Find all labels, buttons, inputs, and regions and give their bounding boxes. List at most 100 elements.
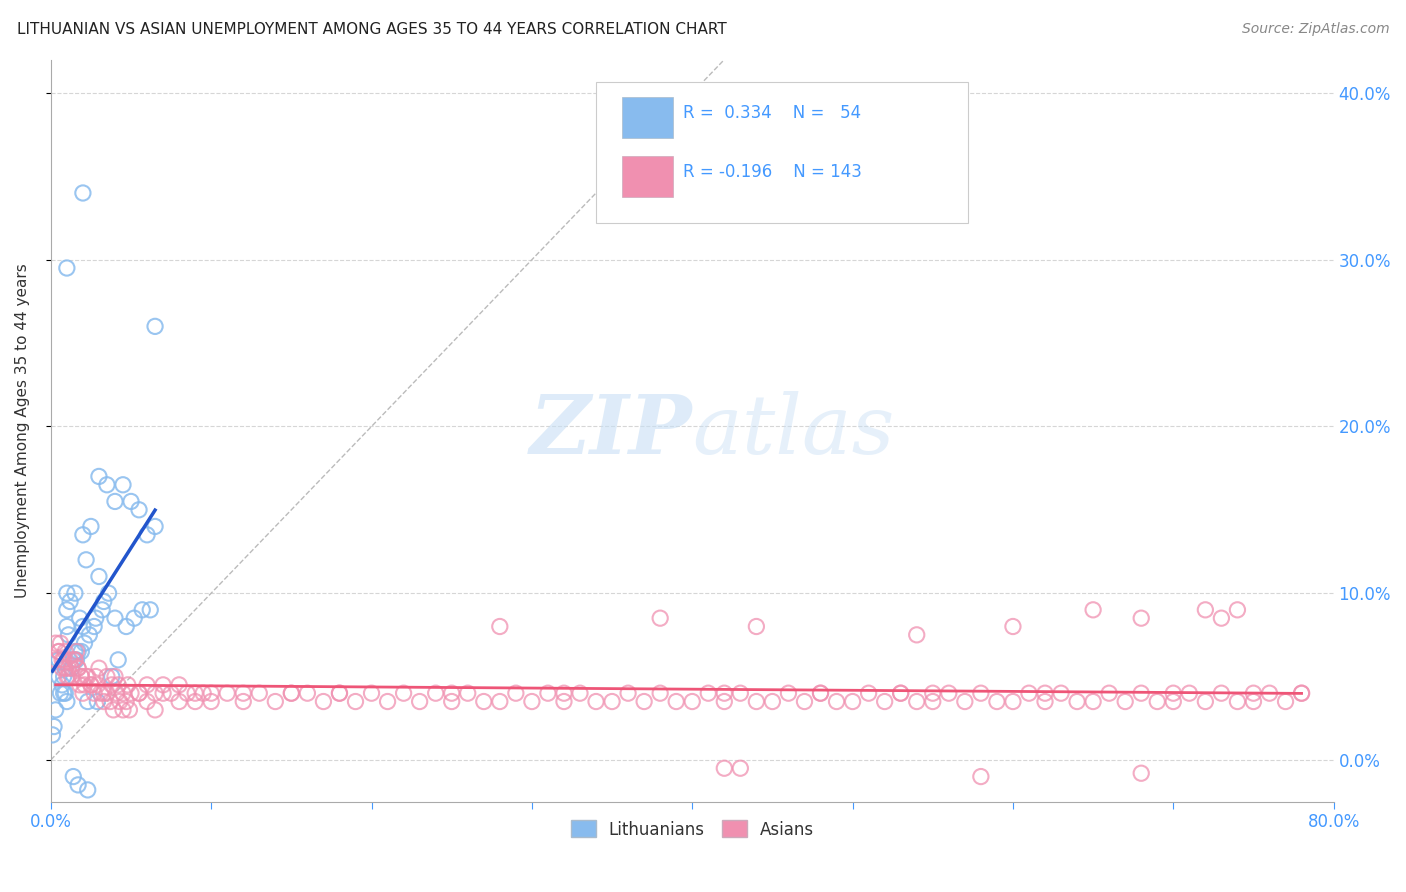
Point <box>52 686 75 700</box>
Point <box>280 686 302 700</box>
Point <box>56 586 79 600</box>
Point <box>1194 694 1216 708</box>
Point <box>111 686 134 700</box>
Point <box>60 661 83 675</box>
Point <box>1211 611 1233 625</box>
Point <box>1243 686 1265 700</box>
Point <box>53 644 76 658</box>
Point <box>80 519 103 533</box>
Point <box>553 694 575 708</box>
Point <box>136 528 159 542</box>
Text: ZIP: ZIP <box>530 391 692 471</box>
Point <box>87 661 110 675</box>
Point <box>96 477 118 491</box>
Point <box>633 694 655 708</box>
Point <box>905 694 928 708</box>
Point <box>1130 766 1153 780</box>
Point <box>86 694 108 708</box>
Point <box>650 686 672 700</box>
Point <box>1258 686 1281 700</box>
Point <box>58 661 80 675</box>
Point <box>440 686 463 700</box>
Point <box>938 686 960 700</box>
Point <box>108 694 131 708</box>
Point <box>59 594 82 608</box>
Point <box>1081 603 1104 617</box>
Point <box>73 678 96 692</box>
Point <box>100 669 122 683</box>
Point <box>62 653 84 667</box>
Point <box>58 628 80 642</box>
Point <box>905 628 928 642</box>
Point <box>53 686 76 700</box>
Point <box>858 686 880 700</box>
Point <box>1161 694 1184 708</box>
Point <box>585 694 607 708</box>
Point <box>392 686 415 700</box>
Point <box>793 694 815 708</box>
Point <box>69 678 91 692</box>
Legend: Lithuanians, Asians: Lithuanians, Asians <box>564 814 821 846</box>
Point <box>745 694 768 708</box>
Point <box>761 694 783 708</box>
Point <box>52 669 75 683</box>
Point <box>118 703 141 717</box>
Point <box>825 694 848 708</box>
Point <box>45 636 67 650</box>
Point <box>48 644 70 658</box>
Point <box>537 686 560 700</box>
Point <box>986 694 1008 708</box>
Point <box>49 636 72 650</box>
Point <box>1018 686 1040 700</box>
Point <box>115 694 138 708</box>
Text: atlas: atlas <box>692 391 894 471</box>
Point <box>51 653 73 667</box>
Point <box>65 653 87 667</box>
Point <box>122 611 145 625</box>
Bar <box>621 156 673 197</box>
Point <box>136 694 159 708</box>
Point <box>184 686 207 700</box>
Point <box>51 678 73 692</box>
Point <box>60 669 83 683</box>
Point <box>569 686 592 700</box>
Point <box>191 686 214 700</box>
Point <box>128 503 150 517</box>
Text: LITHUANIAN VS ASIAN UNEMPLOYMENT AMONG AGES 35 TO 44 YEARS CORRELATION CHART: LITHUANIAN VS ASIAN UNEMPLOYMENT AMONG A… <box>17 22 727 37</box>
Point <box>62 770 84 784</box>
Point <box>617 686 640 700</box>
Point <box>841 694 863 708</box>
Point <box>84 669 107 683</box>
Point <box>105 686 128 700</box>
Point <box>970 770 993 784</box>
Point <box>97 586 120 600</box>
Point <box>70 669 93 683</box>
Point <box>67 661 90 675</box>
Point <box>70 669 93 683</box>
Text: R = -0.196    N = 143: R = -0.196 N = 143 <box>683 163 862 181</box>
Point <box>53 661 76 675</box>
Point <box>72 619 94 633</box>
Point <box>128 686 150 700</box>
Point <box>63 586 86 600</box>
Point <box>377 694 399 708</box>
Point <box>69 611 91 625</box>
Point <box>681 694 703 708</box>
Point <box>200 694 222 708</box>
Point <box>360 686 382 700</box>
Point <box>67 778 90 792</box>
Point <box>93 694 115 708</box>
Point <box>87 469 110 483</box>
Point <box>1033 694 1056 708</box>
Point <box>87 569 110 583</box>
Point <box>1001 694 1024 708</box>
Point <box>778 686 800 700</box>
Point <box>152 678 174 692</box>
Point <box>1291 686 1313 700</box>
Point <box>100 678 122 692</box>
Point <box>143 686 166 700</box>
Point <box>76 694 98 708</box>
Point <box>80 678 103 692</box>
Point <box>86 678 108 692</box>
Point <box>111 477 134 491</box>
